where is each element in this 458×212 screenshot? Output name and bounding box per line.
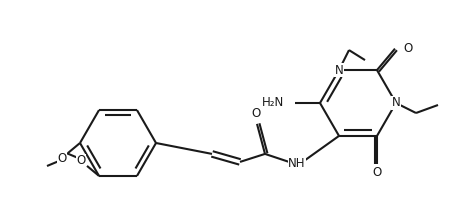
Text: NH: NH: [288, 157, 306, 170]
Text: N: N: [335, 64, 344, 77]
Text: O: O: [76, 154, 86, 167]
Text: O: O: [251, 107, 261, 120]
Text: O: O: [57, 152, 66, 165]
Text: N: N: [392, 96, 400, 110]
Text: H₂N: H₂N: [262, 96, 284, 110]
Text: O: O: [403, 42, 412, 55]
Text: O: O: [372, 166, 382, 179]
Text: H₂N: H₂N: [262, 96, 284, 110]
